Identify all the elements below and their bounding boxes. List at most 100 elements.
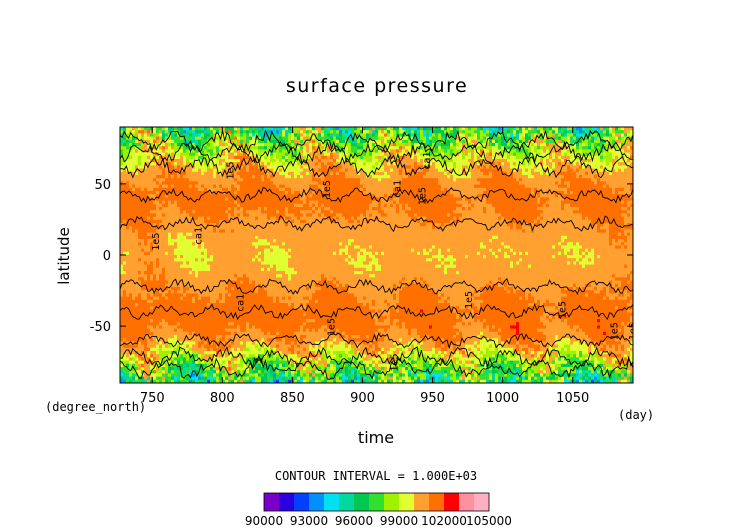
heatmap-cell bbox=[159, 229, 163, 234]
heatmap-cell bbox=[273, 299, 277, 304]
heatmap-cell bbox=[132, 155, 136, 160]
heatmap-cell bbox=[282, 277, 286, 282]
heatmap-cell bbox=[141, 274, 145, 278]
heatmap-cell bbox=[288, 290, 292, 294]
heatmap-cell bbox=[189, 322, 193, 326]
heatmap-cell bbox=[165, 293, 169, 298]
heatmap-cell bbox=[201, 338, 205, 342]
heatmap-cell bbox=[285, 264, 289, 269]
heatmap-cell bbox=[204, 133, 208, 138]
heatmap-cell bbox=[186, 159, 190, 163]
heatmap-cell bbox=[162, 197, 166, 202]
heatmap-cell bbox=[279, 159, 283, 163]
heatmap-cell bbox=[120, 293, 124, 298]
heatmap-cell bbox=[204, 363, 208, 368]
heatmap-cell bbox=[192, 335, 196, 339]
heatmap-cell bbox=[201, 293, 205, 298]
heatmap-cell bbox=[162, 200, 166, 205]
heatmap-cell bbox=[141, 264, 145, 269]
heatmap-cell bbox=[192, 159, 196, 163]
heatmap-cell bbox=[174, 194, 178, 198]
heatmap-cell bbox=[297, 232, 301, 237]
heatmap-cell bbox=[273, 168, 277, 173]
heatmap-cell bbox=[243, 312, 247, 317]
heatmap-cell bbox=[228, 347, 232, 352]
heatmap-cell bbox=[177, 370, 181, 374]
heatmap-cell bbox=[294, 331, 298, 336]
heatmap-cell bbox=[198, 283, 202, 288]
heatmap-cell bbox=[141, 245, 145, 250]
heatmap-cell bbox=[285, 155, 289, 160]
heatmap-cell bbox=[129, 232, 133, 237]
heatmap-cell bbox=[141, 210, 145, 214]
heatmap-cell bbox=[198, 210, 202, 214]
heatmap-cell bbox=[120, 152, 124, 157]
heatmap-cell bbox=[297, 360, 301, 365]
heatmap-cell bbox=[150, 338, 154, 342]
heatmap-cell bbox=[165, 239, 169, 243]
heatmap-cell bbox=[183, 341, 187, 346]
heatmap-cell bbox=[246, 360, 250, 365]
heatmap-cell bbox=[282, 143, 286, 147]
heatmap-cell bbox=[120, 146, 124, 150]
heatmap-cell bbox=[291, 306, 295, 310]
heatmap-cell bbox=[141, 184, 145, 189]
heatmap-cell bbox=[297, 261, 301, 266]
heatmap-cell bbox=[276, 229, 280, 234]
heatmap-cell bbox=[285, 360, 289, 365]
heatmap-cell bbox=[276, 271, 280, 275]
heatmap-cell bbox=[201, 242, 205, 246]
heatmap-cell bbox=[204, 197, 208, 202]
heatmap-cell bbox=[195, 251, 199, 256]
heatmap-cell bbox=[201, 331, 205, 336]
heatmap-cell bbox=[177, 312, 181, 317]
heatmap-cell bbox=[195, 267, 199, 272]
heatmap-cell bbox=[177, 347, 181, 352]
heatmap-cell bbox=[228, 226, 232, 230]
heatmap-cell bbox=[195, 351, 199, 355]
heatmap-cell bbox=[234, 322, 238, 326]
heatmap-cell bbox=[222, 155, 226, 160]
heatmap-cell bbox=[156, 312, 160, 317]
heatmap-cell bbox=[291, 248, 295, 253]
heatmap-cell bbox=[159, 216, 163, 221]
heatmap-cell bbox=[237, 267, 241, 272]
heatmap-cell bbox=[156, 309, 160, 314]
heatmap-cell bbox=[183, 242, 187, 246]
heatmap-cell bbox=[189, 277, 193, 282]
heatmap-cell bbox=[156, 341, 160, 346]
heatmap-cell bbox=[240, 162, 244, 166]
heatmap-cell bbox=[252, 328, 256, 333]
heatmap-cell bbox=[120, 261, 124, 266]
heatmap-cell bbox=[186, 178, 190, 182]
heatmap-cell bbox=[216, 171, 220, 176]
heatmap-cell bbox=[165, 267, 169, 272]
heatmap-cell bbox=[213, 315, 217, 320]
heatmap-cell bbox=[300, 328, 304, 333]
heatmap-cell bbox=[171, 242, 175, 246]
heatmap-cell bbox=[246, 341, 250, 346]
heatmap-cell bbox=[204, 207, 208, 211]
heatmap-cell bbox=[243, 210, 247, 214]
heatmap-cell bbox=[285, 248, 289, 253]
heatmap-cell bbox=[267, 338, 271, 342]
heatmap-cell bbox=[168, 251, 172, 256]
heatmap-cell bbox=[273, 357, 277, 362]
heatmap-cell bbox=[192, 283, 196, 288]
heatmap-cell bbox=[255, 168, 259, 173]
heatmap-cell bbox=[210, 127, 214, 131]
heatmap-cell bbox=[273, 312, 277, 317]
heatmap-cell bbox=[174, 146, 178, 150]
heatmap-cell bbox=[180, 223, 184, 227]
heatmap-cell bbox=[168, 203, 172, 208]
heatmap-cell bbox=[186, 290, 190, 294]
heatmap-cell bbox=[129, 303, 133, 307]
heatmap-cell bbox=[192, 149, 196, 154]
heatmap-cell bbox=[201, 376, 205, 381]
heatmap-cell bbox=[159, 290, 163, 294]
heatmap-cell bbox=[291, 242, 295, 246]
heatmap-cell bbox=[213, 162, 217, 166]
heatmap-cell bbox=[168, 370, 172, 374]
heatmap-cell bbox=[168, 328, 172, 333]
heatmap-cell bbox=[267, 306, 271, 310]
